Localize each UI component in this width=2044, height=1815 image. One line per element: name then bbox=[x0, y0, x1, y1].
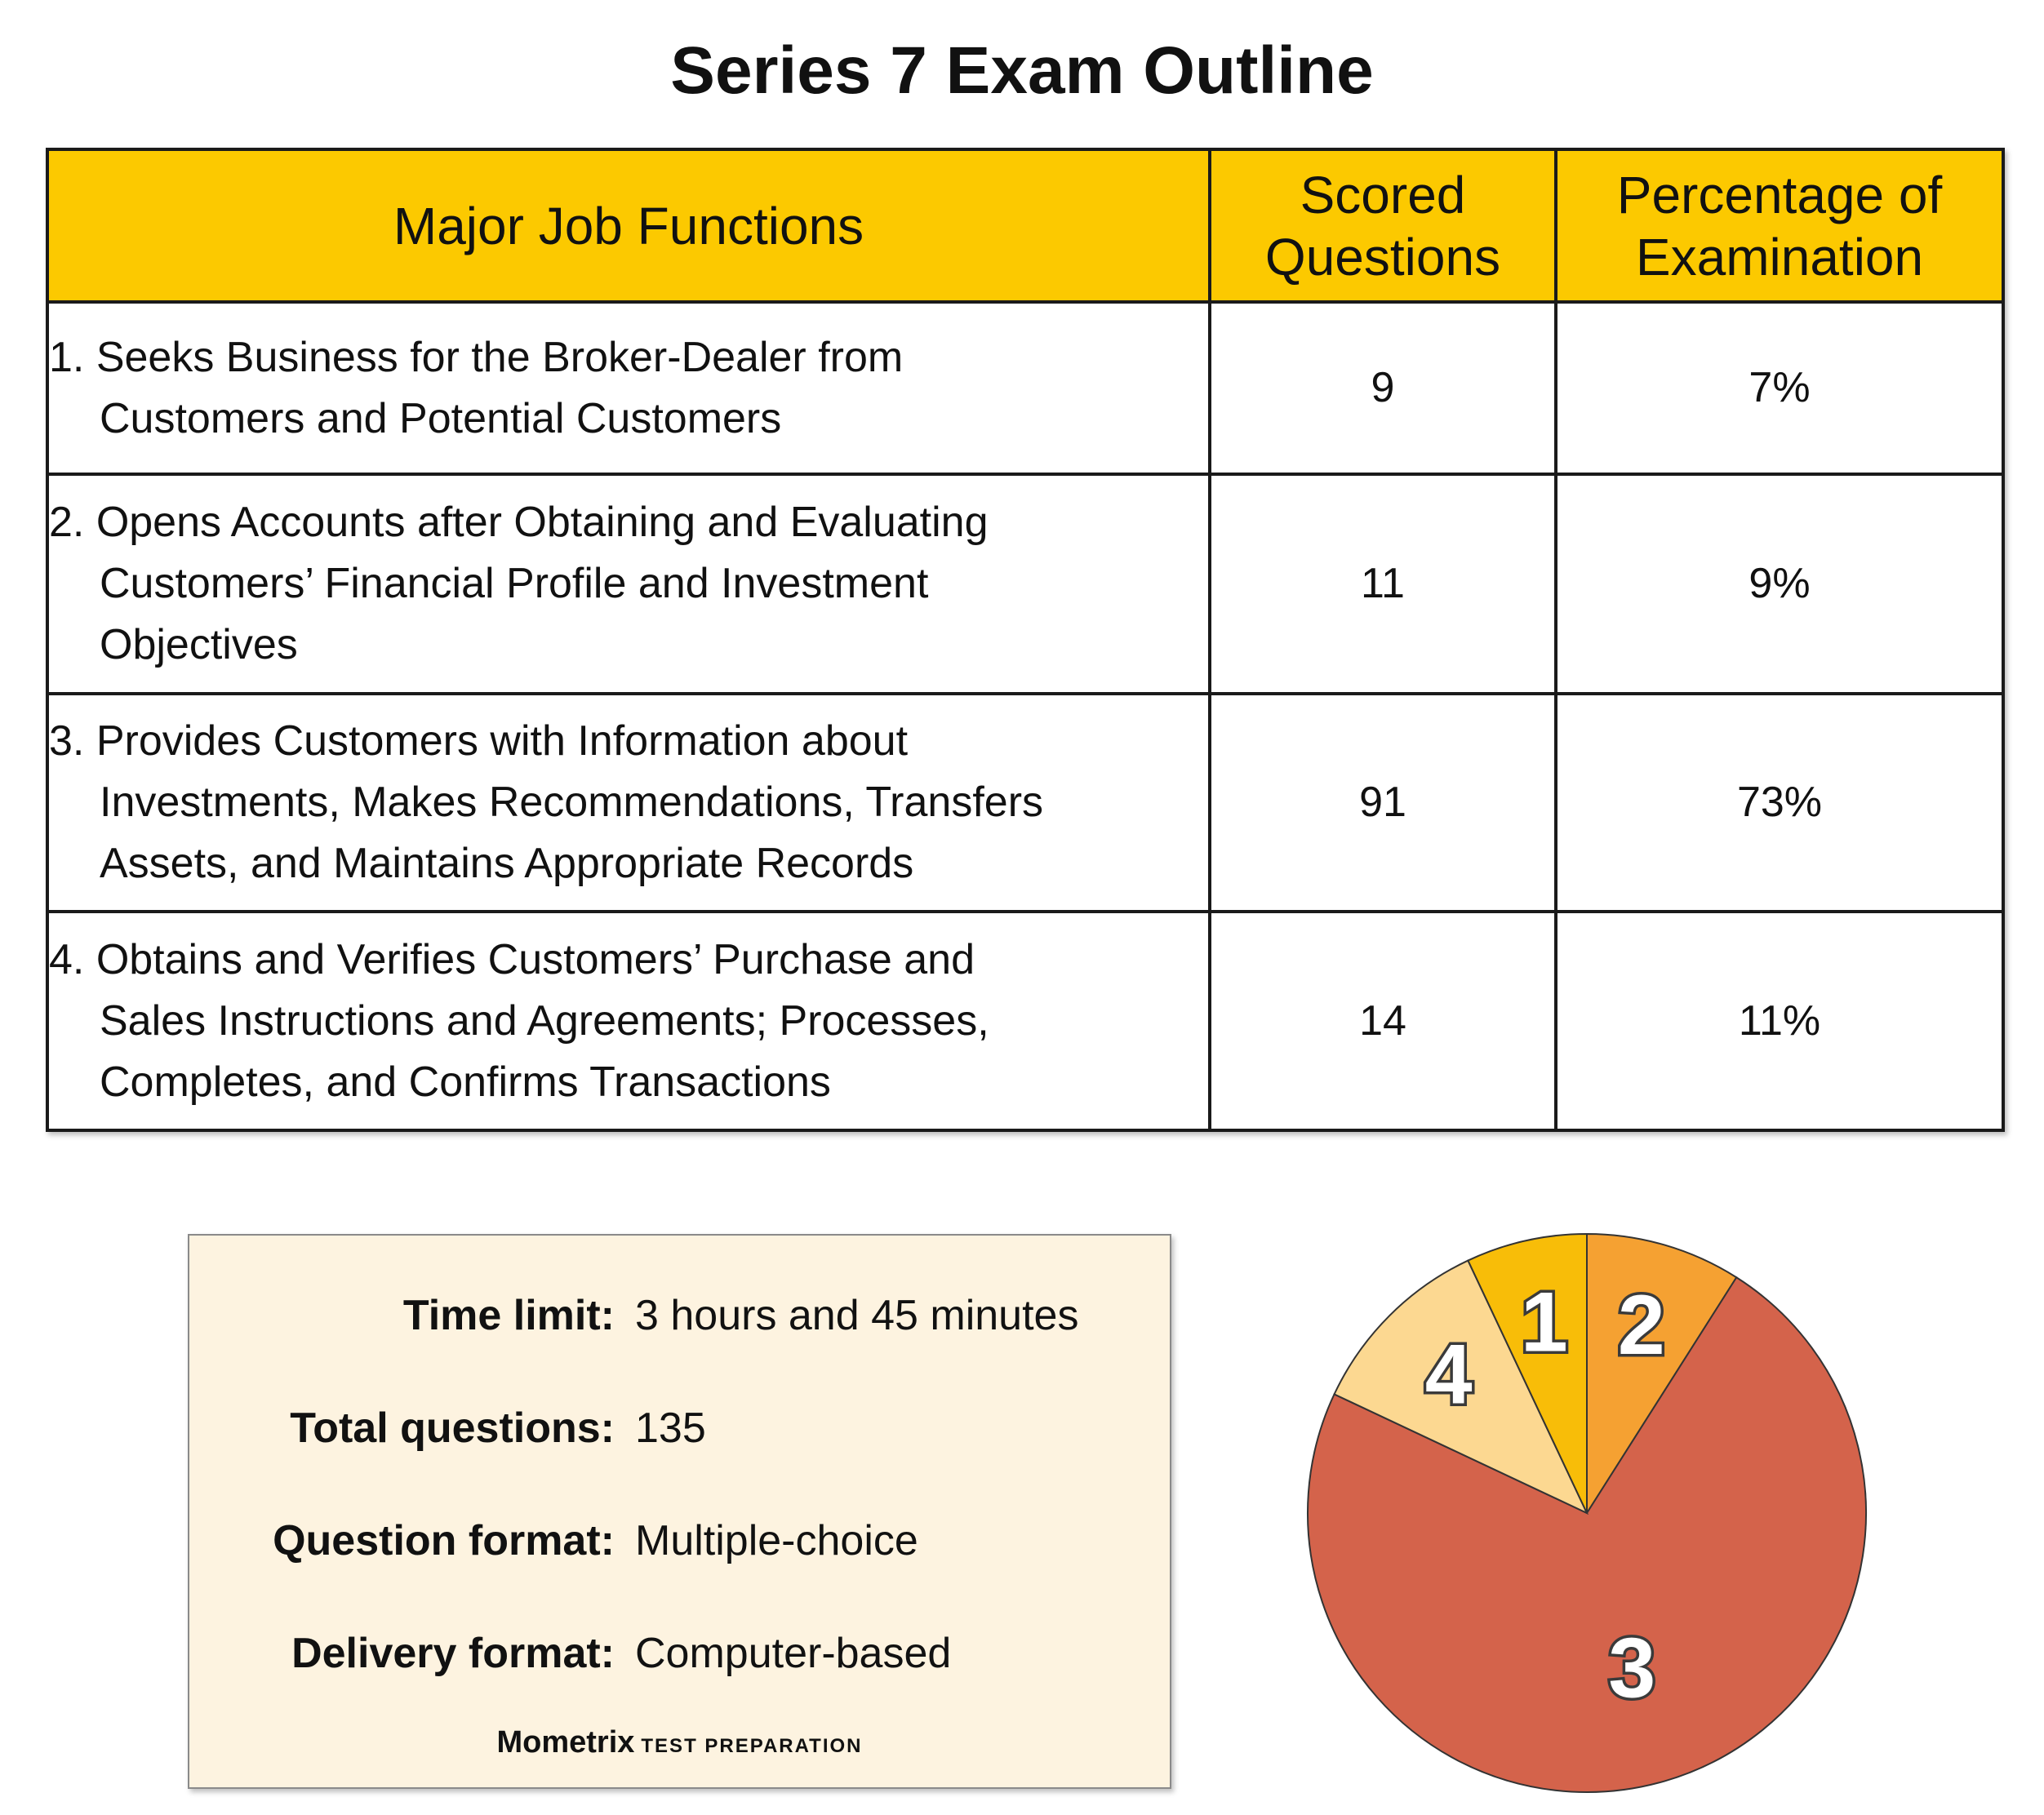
brand: Mometrix bbox=[496, 1725, 635, 1760]
slice-label: 3 bbox=[1608, 1621, 1655, 1715]
info-box: Mometrix TEST PREPARATION Time limit: 3 ho… bbox=[188, 1234, 1171, 1789]
title: Series 7 Exam Outline bbox=[670, 33, 1374, 108]
table-row: 4. Obtains and Verifies Customers’ Purch… bbox=[46, 910, 2005, 1132]
info-value: Multiple-choice bbox=[635, 1517, 918, 1564]
function-line: Completes, and Confirms Transactions bbox=[100, 1058, 831, 1106]
logo: Mometrix TEST PREPARATION bbox=[189, 1725, 1170, 1760]
function-line: 2. Opens Accounts after Obtaining and Ev… bbox=[49, 499, 989, 546]
function-line: Sales Instructions and Agreements; Proce… bbox=[100, 996, 989, 1045]
pie-slice bbox=[1307, 1276, 1867, 1793]
function-line: Objectives bbox=[100, 621, 298, 668]
info-label: Time limit: bbox=[402, 1292, 615, 1339]
slice-label: 1 bbox=[1521, 1275, 1568, 1369]
info-row: Question format: Multiple-choice bbox=[189, 1512, 1170, 1569]
function-line: Investments, Makes Recommendations, Tran… bbox=[100, 779, 1044, 826]
table-body: 1. Seeks Business for the Broker-Dealer … bbox=[46, 300, 2005, 1132]
percentage-cell: 9% bbox=[1554, 473, 2005, 695]
table-row: 1. Seeks Business for the Broker-Dealer … bbox=[46, 300, 2005, 476]
percentage-cell: 7% bbox=[1554, 300, 2005, 476]
header-row: Major Job Functions Scored Questions Per… bbox=[46, 148, 2005, 304]
function-cell: 2. Opens Accounts after Obtaining and Ev… bbox=[46, 473, 1211, 695]
header-cell: Major Job Functions bbox=[46, 148, 1211, 304]
table-row: 3. Provides Customers with Information a… bbox=[46, 692, 2005, 913]
function-line: 4. Obtains and Verifies Customers’ Purch… bbox=[49, 935, 975, 983]
function-line: 1. Seeks Business for the Broker-Dealer … bbox=[49, 333, 904, 381]
questions-cell: 14 bbox=[1208, 910, 1557, 1132]
pie-chart: 2 3 41 bbox=[1307, 1232, 1867, 1793]
function-cell: 3. Provides Customers with Information a… bbox=[46, 692, 1211, 913]
info-value: 135 bbox=[635, 1405, 706, 1452]
pie-slice bbox=[1467, 1232, 1588, 1514]
function-line: Customers’ Financial Profile and Investm… bbox=[100, 560, 929, 607]
function-cell: 1. Seeks Business for the Broker-Dealer … bbox=[46, 300, 1211, 476]
slice-label: 4 bbox=[1425, 1328, 1473, 1422]
questions-cell: 9 bbox=[1208, 300, 1557, 476]
tagline: TEST PREPARATION bbox=[641, 1735, 863, 1757]
header-cell: Scored Questions bbox=[1208, 148, 1557, 304]
table-row: 2. Opens Accounts after Obtaining and Ev… bbox=[46, 473, 2005, 695]
info-row: Time limit: 3 hours and 45 minutes bbox=[189, 1287, 1170, 1344]
pie-slice bbox=[1586, 1232, 1738, 1516]
info-label: Delivery format: bbox=[291, 1630, 615, 1677]
pie-slice bbox=[1333, 1259, 1589, 1515]
slice-label: 2 bbox=[1618, 1278, 1665, 1373]
function-line: Customers and Potential Customers bbox=[100, 394, 782, 442]
function-line: 3. Provides Customers with Information a… bbox=[49, 717, 909, 765]
info-value: 3 hours and 45 minutes bbox=[635, 1292, 1079, 1339]
info-label: Question format: bbox=[273, 1517, 615, 1564]
exam-table: Major Job Functions Scored Questions Per… bbox=[46, 148, 2005, 1132]
info-row: Total questions: 135 bbox=[189, 1400, 1170, 1457]
function-line: Assets, and Maintains Appropriate Record… bbox=[100, 840, 914, 887]
info-label: Total questions: bbox=[290, 1405, 615, 1452]
function-cell: 4. Obtains and Verifies Customers’ Purch… bbox=[46, 910, 1211, 1132]
percentage-cell: 11% bbox=[1554, 910, 2005, 1132]
percentage-cell: 73% bbox=[1554, 692, 2005, 913]
questions-cell: 91 bbox=[1208, 692, 1557, 913]
info-row: Delivery format: Computer-based bbox=[189, 1625, 1170, 1682]
header-cell: Percentage of Examination bbox=[1554, 148, 2005, 304]
info-value: Computer-based bbox=[635, 1630, 952, 1677]
questions-cell: 11 bbox=[1208, 473, 1557, 695]
